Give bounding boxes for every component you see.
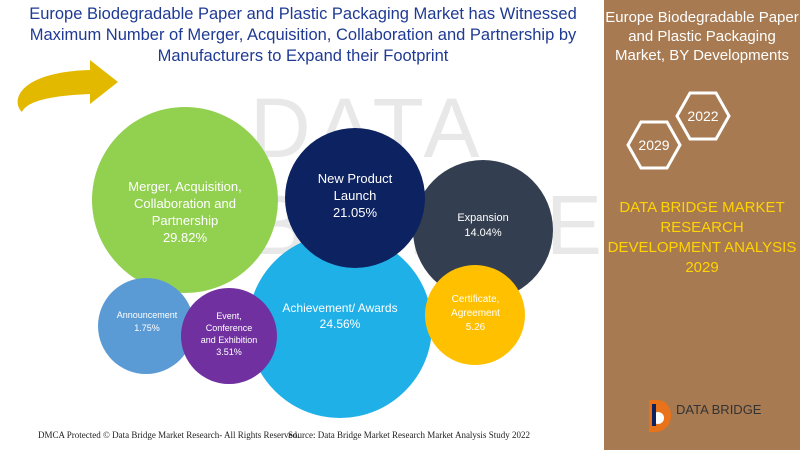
- copyright-text: DMCA Protected © Data Bridge Market Rese…: [38, 430, 300, 440]
- bubble-new-product: [285, 128, 425, 268]
- bubble-achievement: [248, 234, 432, 418]
- new-product-label-box: New Product Launch 21.05%: [305, 170, 405, 221]
- event-label: Event, Conference and Exhibition: [200, 311, 258, 345]
- hexagon-2029-icon: [626, 120, 682, 170]
- merger-label: Merger, Acquisition, Collaboration and P…: [128, 179, 242, 228]
- announcement-value: 1.75%: [134, 323, 160, 333]
- brand-name: DATA BRIDGE: [676, 402, 762, 417]
- bubble-expansion: [413, 160, 553, 300]
- analysis-label: DATA BRIDGE MARKET RESEARCH DEVELOPMENT …: [607, 199, 797, 276]
- expansion-value: 14.04%: [464, 227, 502, 239]
- event-value: 3.51%: [216, 347, 242, 357]
- expansion-label: Expansion: [457, 212, 509, 224]
- chart-area: DATA BRIDGE Europe Biodegradable Paper a…: [17, 5, 602, 440]
- certificate-label: Certificate, Agreement: [451, 294, 500, 319]
- year-hexagons: [626, 91, 731, 170]
- year-end: 2029: [638, 137, 670, 153]
- year-start: 2022: [687, 108, 719, 124]
- bubble-merger: [92, 107, 278, 293]
- chart-title: Europe Biodegradable Paper and Plastic P…: [29, 5, 577, 65]
- bubble-certificate: [425, 265, 525, 365]
- certificate-label-box: Certificate, Agreement 5.26: [438, 293, 513, 335]
- bubble-svg: [17, 60, 553, 418]
- expansion-label-box: Expansion 14.04%: [443, 211, 523, 241]
- bubble-announcement: [98, 278, 194, 374]
- curved-arrow-icon: [17, 60, 118, 112]
- brand-logo-icon: [649, 400, 671, 432]
- merger-label-box: Merger, Acquisition, Collaboration and P…: [115, 178, 255, 246]
- side-panel-title: Europe Biodegradable Paper and Plastic P…: [605, 9, 799, 64]
- announcement-label: Announcement: [116, 310, 178, 320]
- event-label-box: Event, Conference and Exhibition 3.51%: [199, 310, 259, 358]
- source-text: Source: Data Bridge Market Research Mark…: [288, 430, 530, 440]
- hexagon-2022-icon: [675, 91, 731, 141]
- merger-value: 29.82%: [162, 230, 208, 245]
- new-product-value: 21.05%: [332, 205, 378, 220]
- announcement-label-box: Announcement 1.75%: [110, 309, 184, 335]
- certificate-value: 5.26: [465, 322, 486, 333]
- achievement-label-box: Achievement/ Awards 24.56%: [270, 300, 410, 332]
- bubble-event: [181, 288, 277, 384]
- new-product-label: New Product Launch: [317, 171, 393, 203]
- side-panel: Europe Biodegradable Paper and Plastic P…: [604, 0, 800, 450]
- achievement-label: Achievement/ Awards: [282, 301, 398, 315]
- achievement-value: 24.56%: [319, 317, 361, 331]
